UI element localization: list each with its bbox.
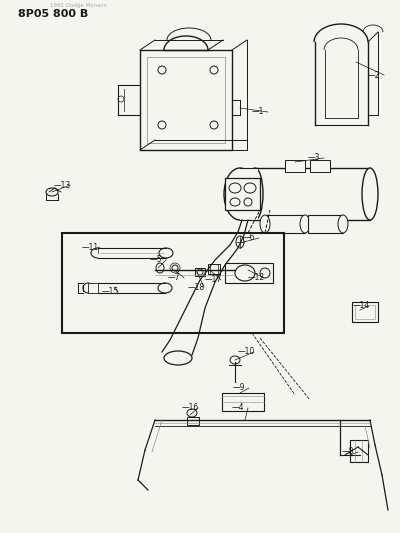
Ellipse shape (247, 168, 263, 220)
Ellipse shape (164, 351, 192, 365)
Text: —2: —2 (368, 70, 380, 79)
Text: —16: —16 (182, 403, 199, 413)
Ellipse shape (229, 183, 241, 193)
Ellipse shape (158, 283, 172, 293)
Text: —18: —18 (188, 282, 205, 292)
Bar (240, 168, 258, 220)
Ellipse shape (210, 121, 218, 129)
Ellipse shape (230, 356, 240, 364)
Bar (265, 215, 305, 233)
Text: —6: —6 (243, 233, 256, 243)
Bar (352, 302, 378, 322)
Ellipse shape (236, 236, 244, 248)
Ellipse shape (118, 96, 124, 102)
Ellipse shape (235, 265, 255, 281)
Text: —13: —13 (54, 181, 71, 190)
Text: —14: —14 (353, 302, 370, 311)
Ellipse shape (197, 269, 203, 275)
Text: —8: —8 (342, 448, 354, 456)
Bar (222, 393, 264, 411)
Ellipse shape (46, 188, 58, 196)
Ellipse shape (244, 198, 252, 206)
Text: —3: —3 (308, 154, 320, 163)
Ellipse shape (260, 268, 270, 278)
Bar (285, 160, 305, 172)
Bar (355, 305, 375, 319)
Ellipse shape (224, 168, 256, 220)
Text: —9: —9 (233, 384, 246, 392)
Ellipse shape (187, 409, 197, 417)
Ellipse shape (362, 168, 378, 220)
Bar (208, 264, 220, 274)
Bar (255, 168, 370, 220)
Bar (310, 160, 330, 172)
Text: —15: —15 (102, 287, 119, 296)
Bar (187, 417, 199, 425)
Ellipse shape (158, 66, 166, 74)
Text: —1: —1 (252, 108, 264, 117)
Bar (98, 248, 166, 258)
Text: —4: —4 (232, 403, 244, 413)
Bar (225, 263, 273, 283)
Ellipse shape (244, 183, 256, 193)
Bar (62, 233, 284, 333)
Text: —5: —5 (150, 255, 162, 264)
Ellipse shape (172, 265, 178, 271)
Ellipse shape (230, 198, 240, 206)
Ellipse shape (300, 215, 310, 233)
Bar (350, 440, 368, 462)
Text: 8P05 800 B: 8P05 800 B (18, 9, 88, 19)
Ellipse shape (91, 248, 105, 258)
Bar (147, 57, 225, 143)
Ellipse shape (338, 215, 348, 233)
Bar (88, 283, 98, 293)
Ellipse shape (83, 283, 93, 293)
Bar (225, 178, 260, 210)
Text: —7: —7 (168, 273, 180, 282)
Text: —12: —12 (248, 273, 265, 282)
Text: —17: —17 (205, 276, 222, 285)
Ellipse shape (210, 66, 218, 74)
Ellipse shape (260, 215, 270, 233)
Text: —10: —10 (238, 348, 255, 357)
Bar (308, 215, 343, 233)
Ellipse shape (158, 121, 166, 129)
Ellipse shape (156, 263, 164, 273)
Text: —11: —11 (82, 243, 99, 252)
Ellipse shape (159, 248, 173, 258)
Bar (140, 50, 232, 150)
Text: 1992 Dodge Monaco: 1992 Dodge Monaco (50, 3, 107, 7)
Bar (195, 268, 205, 276)
